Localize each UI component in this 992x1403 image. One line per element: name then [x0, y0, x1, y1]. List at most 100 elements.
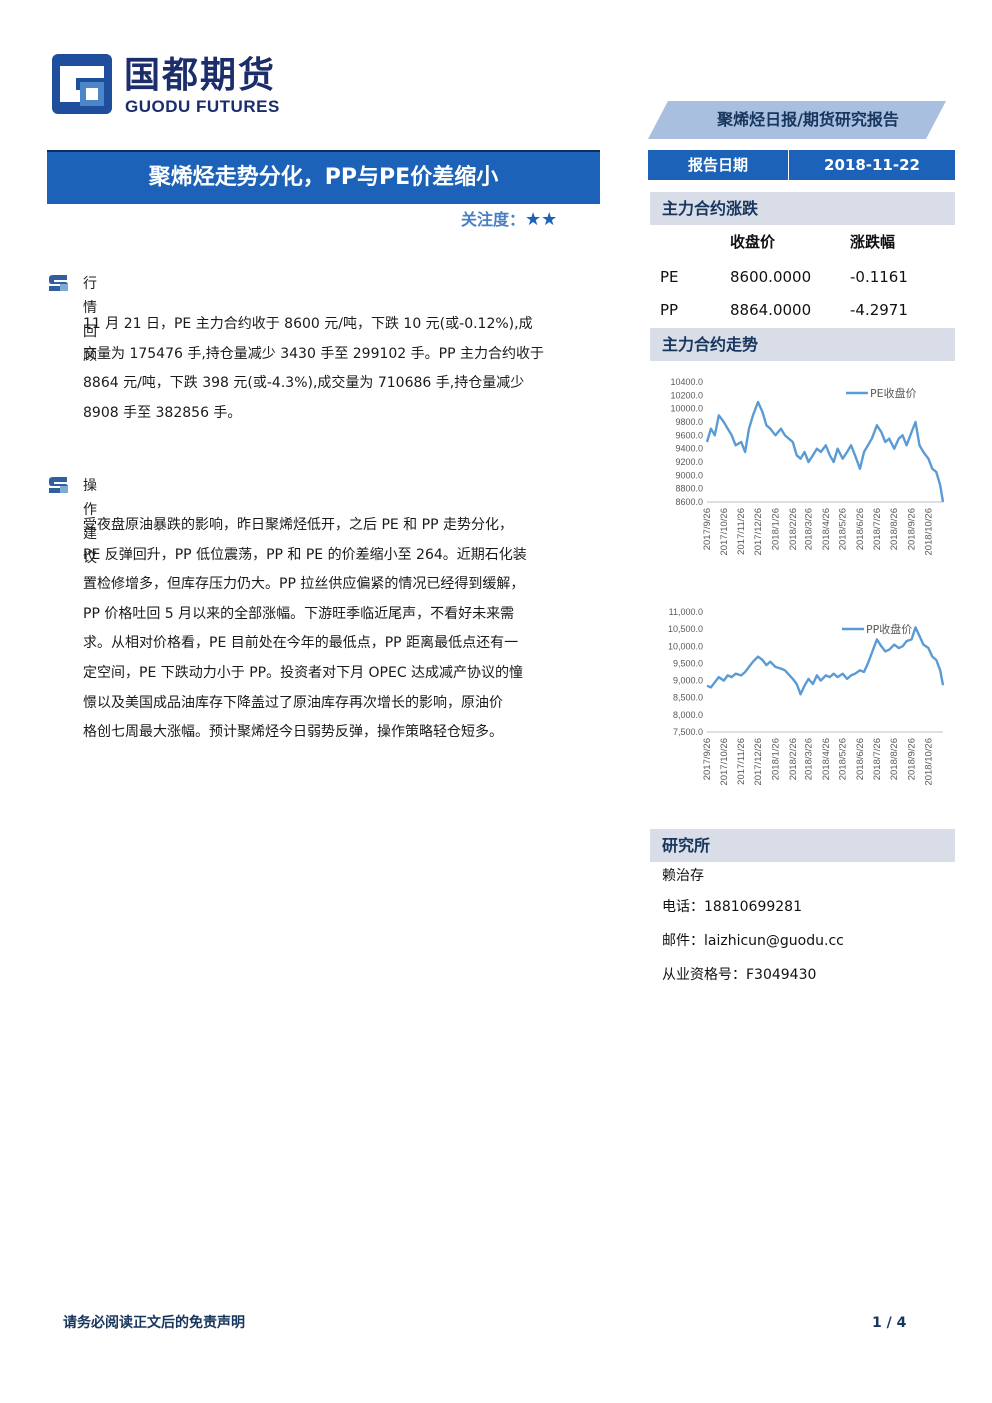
- y-tick-label: 10400.0: [670, 377, 703, 387]
- table-cell-contract: PE: [660, 268, 679, 286]
- y-tick-label: 9000.0: [675, 470, 703, 480]
- pe-chart-svg: 10400.0 10200.0 10000.0 9800.0 9600.0 9400.0 9…: [670, 377, 945, 556]
- institute-heading: 研究所: [662, 836, 711, 855]
- logo-chinese-name: 国都期货: [124, 55, 277, 96]
- y-tick-label: 10000.0: [670, 404, 703, 414]
- paragraph-line: 11 月 21 日，PE 主力合约收于 8600 元/吨，下跌 10 元(或-0…: [83, 316, 533, 332]
- footer-disclaimer[interactable]: 请务必阅读正文后的免责声明: [63, 1315, 245, 1331]
- x-tick-label: 2018/2/26: [788, 738, 799, 780]
- paragraph-line: 憬以及美国成品油库存下降盖过了原油库存再次增长的影响，原油价: [83, 694, 503, 711]
- x-tick-label: 2018/1/26: [770, 738, 781, 780]
- report-date-value: 2018-11-22: [824, 156, 920, 174]
- paragraph-line: 8864 元/吨，下跌 398 元(或-4.3%),成交量为 710686 手,…: [83, 375, 525, 392]
- y-tick-label: 9800.0: [675, 417, 703, 427]
- paragraph-line: 定空间，PE 下跌动力小于 PP。投资者对下月 OPEC 达成减产协议的憧: [83, 664, 524, 681]
- y-tick-label: 9200.0: [675, 457, 703, 467]
- contract-change-heading: 主力合约涨跌: [662, 199, 759, 218]
- section-market-review-heading: 行情回顾: [83, 276, 97, 364]
- title-divider: [47, 150, 600, 152]
- table-row: PE 8600.0000 -0.1161: [650, 261, 955, 294]
- trend-header: 主力合约走势: [650, 328, 955, 361]
- focus-stars: ★★: [525, 209, 558, 230]
- series-line: [705, 400, 945, 503]
- paragraph-line: PP 价格吐回 5 月以来的全部涨幅。下游旺季临近尾声，不看好未来需: [83, 605, 515, 622]
- paragraph-line: 格创七周最大涨幅。预计聚烯烃今日弱势反弹，操作策略轻仓短多。: [83, 724, 503, 741]
- x-tick-label: 2018/2/26: [788, 508, 799, 550]
- y-tick-label: 10,000.0: [668, 641, 703, 651]
- y-tick-label: 8600.0: [675, 497, 703, 507]
- paragraph-line: 置检修增多，但库存压力仍大。PP 拉丝供应偏紧的情况已经得到缓解，: [83, 576, 525, 593]
- table-cell-change: -0.1161: [850, 268, 908, 286]
- x-tick-label: 2018/8/26: [889, 738, 900, 780]
- x-tick-label: 2018/7/26: [872, 508, 883, 550]
- x-tick-label: 2018/6/26: [855, 738, 866, 780]
- x-tick-label: 2017/9/26: [702, 508, 713, 550]
- x-tick-label: 2018/7/26: [872, 738, 883, 780]
- y-tick-label: 10200.0: [670, 390, 703, 400]
- advice-paragraph: 受夜盘原油暴跌的影响，昨日聚烯烃低开，之后 PE 和 PP 走势分化， PE 反…: [83, 511, 593, 748]
- x-tick-label: 2018/10/26: [923, 508, 934, 556]
- x-tick-label: 2018/10/26: [923, 738, 934, 786]
- x-tick-label: 2017/10/26: [719, 508, 730, 556]
- table-cell-close: 8864.0000: [730, 301, 812, 319]
- series-line: [706, 626, 945, 696]
- trend-heading: 主力合约走势: [662, 335, 759, 354]
- report-date-bar: 报告日期 2018-11-22: [648, 150, 955, 180]
- report-type-label: 聚烯烃日报/期货研究报告: [717, 110, 899, 129]
- guodu-logo: 国都期货 GUODU FUTURES: [50, 52, 290, 122]
- market-review-paragraph: 11 月 21 日，PE 主力合约收于 8600 元/吨，下跌 10 元(或-0…: [83, 310, 593, 428]
- focus-rating: 关注度：★★: [461, 208, 557, 232]
- table-cell-contract: PP: [660, 301, 679, 319]
- y-tick-label: 7,500.0: [673, 727, 703, 737]
- report-type-banner: 聚烯烃日报/期货研究报告: [648, 101, 946, 139]
- x-tick-label: 2017/11/26: [736, 508, 747, 555]
- x-tick-label: 2018/9/26: [907, 508, 918, 550]
- paragraph-line: 求。从相对价格看，PE 目前处在今年的最低点，PP 距离最低点还有一: [83, 635, 519, 652]
- paragraph-line: 受夜盘原油暴跌的影响，昨日聚烯烃低开，之后 PE 和 PP 走势分化，: [83, 517, 513, 533]
- paragraph-line: 8908 手至 382856 手。: [83, 404, 242, 421]
- legend-label: PP收盘价: [866, 622, 912, 636]
- guodu-logo-icon: [52, 54, 112, 114]
- page-number: 1 / 4: [872, 1315, 907, 1331]
- legend-label: PE收盘价: [870, 386, 917, 400]
- x-tick-label: 2018/1/26: [770, 508, 781, 550]
- section-bullet-icon: [49, 275, 68, 291]
- x-tick-label: 2018/3/26: [803, 508, 814, 550]
- x-tick-label: 2017/10/26: [719, 738, 730, 786]
- section-bullet-icon: [49, 477, 68, 493]
- y-tick-label: 9,000.0: [673, 676, 703, 686]
- report-date-label: 报告日期: [687, 156, 748, 174]
- x-tick-label: 2018/4/26: [821, 508, 832, 550]
- analyst-email: 邮件：laizhicun@guodu.cc: [662, 933, 844, 949]
- x-tick-label: 2018/9/26: [907, 738, 918, 780]
- date-divider: [788, 150, 789, 180]
- x-tick-label: 2018/4/26: [821, 738, 832, 780]
- x-tick-label: 2018/6/26: [855, 508, 866, 550]
- x-tick-label: 2017/12/26: [753, 738, 764, 786]
- analyst-name: 赖治存: [662, 868, 704, 884]
- y-tick-label: 9,500.0: [673, 658, 703, 668]
- title-bar: 聚烯烃走势分化，PP与PE价差缩小: [47, 152, 600, 204]
- table-row: PP 8864.0000 -4.2971: [650, 294, 955, 327]
- paragraph-line: 交量为 175476 手,持仓量减少 3430 手至 299102 手。PP 主…: [83, 345, 545, 362]
- y-tick-label: 9400.0: [675, 444, 703, 454]
- x-tick-label: 2018/5/26: [838, 508, 849, 550]
- x-tick-label: 2017/11/26: [736, 738, 747, 785]
- table-header-close: 收盘价: [730, 233, 776, 251]
- y-tick-label: 11,000.0: [669, 607, 703, 617]
- x-tick-label: 2018/5/26: [838, 738, 849, 780]
- pp-chart: 11,000.0 10,500.0 10,000.0 9,500.0 9,000.0 8,…: [650, 602, 955, 812]
- section-advice-heading: 操作建议: [83, 478, 97, 566]
- pp-chart-svg: 11,000.0 10,500.0 10,000.0 9,500.0 9,000.0 8,…: [668, 607, 945, 786]
- y-tick-label: 9600.0: [675, 430, 703, 440]
- table-cell-change: -4.2971: [850, 301, 908, 319]
- logo-english-name: GUODU FUTURES: [125, 97, 280, 116]
- paragraph-line: PE 反弹回升，PP 低位震荡，PP 和 PE 的价差缩小至 264。近期石化装: [83, 546, 527, 563]
- page-title: 聚烯烃走势分化，PP与PE价差缩小: [148, 165, 499, 190]
- contract-change-header: 主力合约涨跌: [650, 192, 955, 225]
- analyst-phone: 电话：18810699281: [662, 899, 802, 915]
- x-tick-label: 2018/8/26: [889, 508, 900, 550]
- y-tick-label: 8800.0: [675, 484, 703, 494]
- table-header-change: 涨跌幅: [850, 233, 896, 251]
- analyst-license: 从业资格号：F3049430: [662, 967, 817, 983]
